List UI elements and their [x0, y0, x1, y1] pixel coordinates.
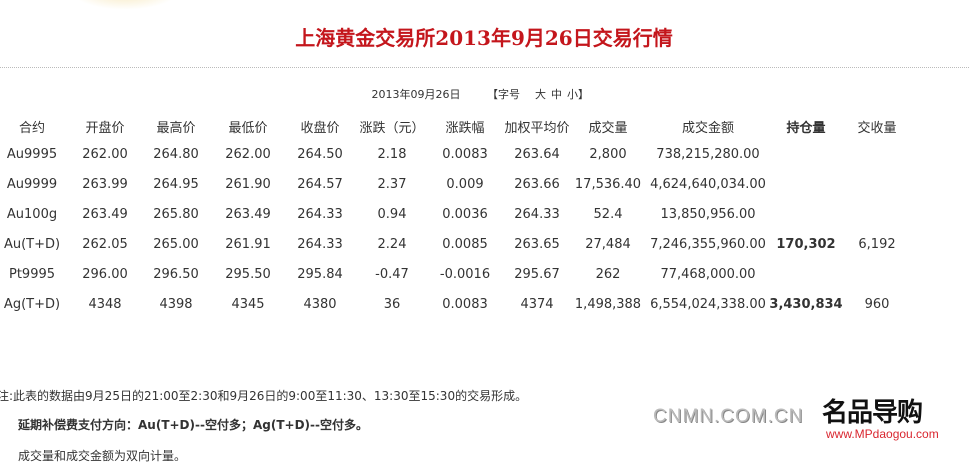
- font-size-close: 】: [578, 88, 589, 101]
- cell: 263.99: [82, 177, 128, 192]
- column-header: 开盘价: [85, 121, 125, 136]
- cell: 262.00: [225, 147, 271, 162]
- note: 注:此表的数据由9月25日的21:00至2:30和9月26日的9:00至11:3…: [0, 389, 528, 403]
- cell: 296.50: [153, 267, 199, 282]
- cell: 295.84: [297, 267, 343, 282]
- cell: 7,246,355,960.00: [650, 237, 766, 252]
- cell: 296.00: [82, 267, 128, 282]
- cell: 2.37: [377, 177, 407, 192]
- cell: 0.94: [377, 207, 407, 222]
- font-size-option[interactable]: 小: [567, 88, 578, 101]
- cell: 0.0083: [442, 297, 488, 312]
- cell: 13,850,956.00: [660, 207, 756, 222]
- cell: 27,484: [585, 237, 631, 252]
- cell: 263.65: [514, 237, 560, 252]
- cell: 264.33: [514, 207, 560, 222]
- divider: [0, 67, 969, 68]
- note: 延期补偿费支付方向：Au(T+D)--空付多；Ag(T+D)--空付多。: [18, 418, 368, 432]
- column-header: 最高价: [156, 121, 196, 136]
- cell: 263.49: [82, 207, 128, 222]
- note: 成交量和成交金额为双向计量。: [18, 449, 187, 463]
- cell: 0.0083: [442, 147, 488, 162]
- cell: 295.50: [225, 267, 271, 282]
- cell: 1,498,388: [574, 297, 642, 312]
- cell: 264.33: [297, 207, 343, 222]
- contract: Au(T+D): [3, 237, 61, 252]
- cell: 170,302: [776, 237, 836, 252]
- column-header: 涨跌（元）: [359, 121, 425, 136]
- cell: 960: [864, 297, 890, 312]
- cell: 2.18: [377, 147, 407, 162]
- font-size-option[interactable]: 大: [535, 88, 546, 101]
- cell: 738,215,280.00: [656, 147, 760, 162]
- column-header: 交收量: [857, 121, 897, 136]
- column-header: 最低价: [228, 121, 268, 136]
- watermark: CNMN.COM.CN: [653, 406, 804, 427]
- column-header: 持仓量: [786, 121, 826, 136]
- cell: 0.009: [446, 177, 484, 192]
- font-size-option[interactable]: 中: [551, 88, 562, 101]
- cell: 295.67: [514, 267, 560, 282]
- cell: 4380: [303, 297, 337, 312]
- cell: 263.49: [225, 207, 271, 222]
- cell: 2,800: [589, 147, 627, 162]
- cell: 3,430,834: [769, 297, 843, 312]
- title: 上海黄金交易所2013年9月26日交易行情: [295, 26, 673, 50]
- decoration: [70, 0, 180, 10]
- cell: 264.80: [153, 147, 199, 162]
- cell: 2.24: [377, 237, 407, 252]
- cell: 17,536.40: [574, 177, 642, 192]
- cell: 264.95: [153, 177, 199, 192]
- column-header: 加权平均价: [504, 121, 570, 136]
- cell: 4374: [520, 297, 554, 312]
- cell: 4348: [88, 297, 122, 312]
- cell: 263.66: [514, 177, 560, 192]
- cell: 77,468,000.00: [660, 267, 756, 282]
- cell: 262: [595, 267, 621, 282]
- cell: 263.64: [514, 147, 560, 162]
- cell: 6,554,024,338.00: [650, 297, 766, 312]
- cell: 4398: [159, 297, 193, 312]
- column-header: 收盘价: [300, 121, 340, 136]
- cell: 261.90: [225, 177, 271, 192]
- contract: Au9999: [6, 177, 58, 192]
- column-header: 涨跌幅: [445, 121, 485, 136]
- cell: 265.80: [153, 207, 199, 222]
- cell: 264.33: [297, 237, 343, 252]
- logo: 名品导购: [822, 398, 923, 428]
- cell: 261.91: [225, 237, 271, 252]
- cell: 262.05: [82, 237, 128, 252]
- cell: 4,624,640,034.00: [650, 177, 766, 192]
- cell: 52.4: [593, 207, 623, 222]
- cell: 265.00: [153, 237, 199, 252]
- cell: 264.57: [297, 177, 343, 192]
- column-header: 合约: [18, 121, 46, 136]
- cell: 4345: [231, 297, 265, 312]
- logo-url: www.MPdaogou.com: [826, 427, 939, 441]
- date: 2013年09月26日: [371, 88, 461, 101]
- cell: 264.50: [297, 147, 343, 162]
- cell: 36: [383, 297, 401, 312]
- cell: 0.0085: [442, 237, 488, 252]
- cell: -0.47: [375, 267, 409, 282]
- font-size-label: 【字号: [487, 88, 520, 101]
- cell: 0.0036: [442, 207, 488, 222]
- cell: 262.00: [82, 147, 128, 162]
- column-header: 成交量: [588, 121, 628, 136]
- cell: -0.0016: [439, 267, 491, 282]
- contract: Pt9995: [8, 267, 56, 282]
- column-header: 成交金额: [681, 121, 735, 136]
- contract: Ag(T+D): [3, 297, 61, 312]
- contract: Au100g: [6, 207, 58, 222]
- contract: Au9995: [6, 147, 58, 162]
- cell: 6,192: [858, 237, 896, 252]
